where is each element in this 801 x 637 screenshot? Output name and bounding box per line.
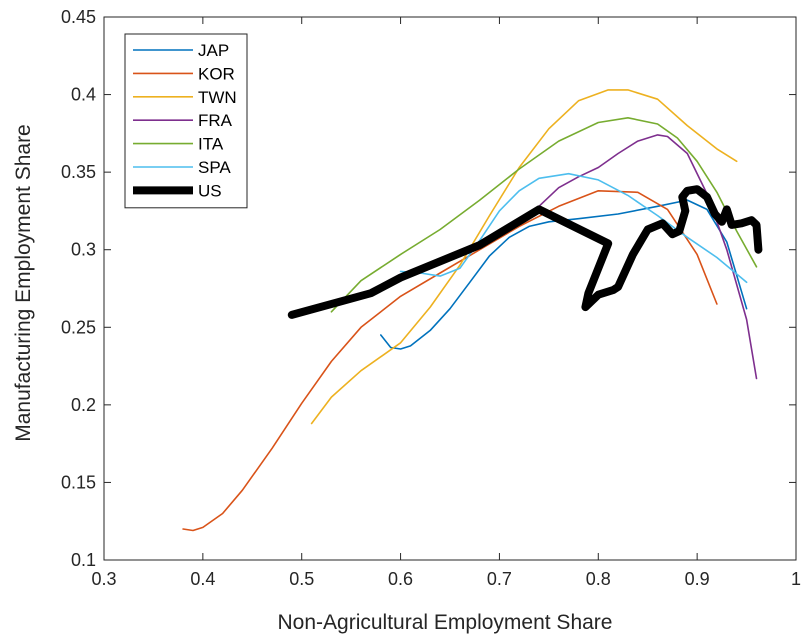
- legend-label-jap: JAP: [198, 41, 229, 60]
- legend-label-fra: FRA: [198, 111, 233, 130]
- axis-ticks: 0.3 0.4 0.5 0.6 0.7 0.8 0.9 1 0.1 0.15 0.2 0.25 0.3 0…: [61, 7, 801, 589]
- legend-label-us: US: [198, 181, 222, 200]
- plot-lines: [182, 89, 763, 532]
- x-tick-label: 0.5: [289, 569, 314, 589]
- legend-label-spa: SPA: [198, 158, 231, 177]
- y-tick-label: 0.2: [71, 395, 96, 415]
- x-tick-label: 0.6: [388, 569, 413, 589]
- y-axis-title: Manufacturing Employment Share: [12, 124, 35, 442]
- x-tick-label: 0.8: [586, 569, 611, 589]
- series-line-us: [287, 185, 763, 319]
- plot-area-border: [103, 16, 797, 561]
- x-tick-label: 0.9: [685, 569, 710, 589]
- axes-frame: [103, 16, 797, 561]
- x-tick-label: 0.7: [487, 569, 512, 589]
- series-line-twn: [310, 89, 738, 425]
- series-line-kor: [182, 190, 718, 532]
- y-tick-label: 0.3: [71, 240, 96, 260]
- y-tick-label: 0.25: [61, 317, 96, 337]
- y-tick-label: 0.4: [71, 85, 96, 105]
- x-tick-label: 1: [791, 569, 801, 589]
- legend-label-ita: ITA: [198, 135, 224, 154]
- series-line-fra: [538, 134, 758, 380]
- y-tick-label: 0.35: [61, 162, 96, 182]
- x-axis-title: Non-Agricultural Employment Share: [278, 611, 613, 634]
- y-tick-label: 0.1: [71, 550, 96, 570]
- y-tick-label: 0.15: [61, 472, 96, 492]
- x-tick-label: 0.4: [190, 569, 215, 589]
- series-line-jap: [379, 199, 748, 350]
- series-line-ita: [330, 117, 758, 313]
- legend-label-kor: KOR: [198, 64, 235, 83]
- legend-label-twn: TWN: [198, 88, 237, 107]
- x-tick-label: 0.3: [91, 569, 116, 589]
- y-tick-label: 0.45: [61, 7, 96, 27]
- legend: JAP KOR TWN FRA ITA SPA US: [124, 33, 248, 209]
